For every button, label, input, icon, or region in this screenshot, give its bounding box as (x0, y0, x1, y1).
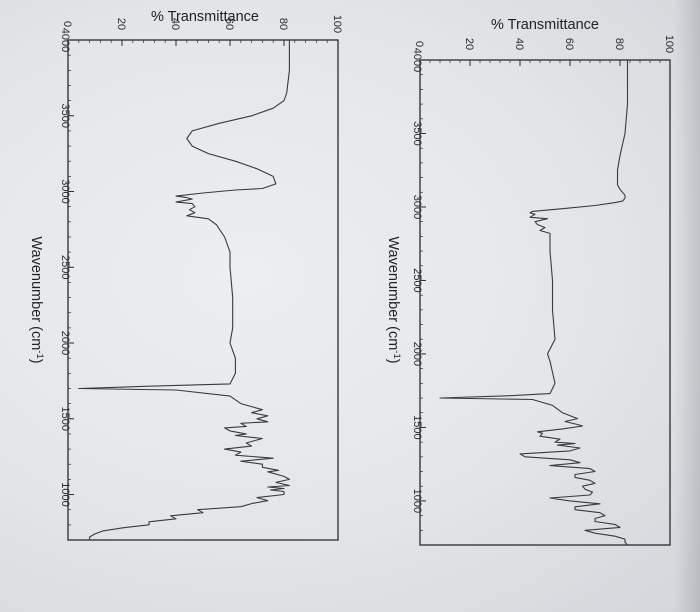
chart-1-series (439, 60, 629, 546)
x-tick-label: 2000 (59, 331, 71, 355)
x-tick-label: 3000 (59, 179, 71, 203)
page-edge-shadow (674, 0, 700, 612)
x-tick-label: 3500 (411, 121, 423, 145)
y-tick-label: 80 (613, 38, 625, 50)
chart-2-series (78, 40, 290, 540)
spectrum-trace (439, 60, 629, 546)
x-tick-label: 1000 (411, 489, 423, 513)
y-tick-label: 0 (413, 41, 425, 47)
y-tick-label: 80 (277, 18, 289, 30)
x-tick-label: 4000 (411, 48, 423, 72)
ir-spectrum-chart-1: 0 20 40 60 80 100 4000 3500 3000 2500 2000 1500 100… (385, 17, 675, 546)
chart-2-y-axis-title: % Transmittance (151, 9, 259, 25)
y-tick-label: 0 (61, 21, 73, 27)
y-tick-label: 60 (223, 18, 235, 30)
chart-1-y-axis-title: % Transmittance (491, 17, 599, 33)
chart-2-y-tick-labels: 0 20 40 60 80 100 (61, 15, 343, 33)
ir-spectrum-chart-2: 0 20 40 60 80 100 4000 3500 3000 2500 2000 1500 100… (28, 9, 343, 541)
y-tick-label: 40 (513, 38, 525, 50)
chart-1-ticks (419, 59, 671, 546)
y-tick-label: 60 (563, 38, 575, 50)
x-tick-label: 2000 (411, 342, 423, 366)
chart-1-y-tick-labels: 0 20 40 60 80 100 (413, 35, 675, 53)
y-tick-label: 20 (115, 18, 127, 30)
chart-2-x-axis-title: Wavenumber (cm-1) (28, 236, 45, 363)
chart-1-plot-frame (419, 59, 671, 546)
chart-2-ticks (67, 39, 339, 541)
spectrum-trace (78, 40, 290, 540)
x-tick-label: 1500 (411, 415, 423, 439)
y-tick-label: 40 (169, 18, 181, 30)
x-tick-label: 2500 (59, 255, 71, 279)
y-tick-label: 100 (663, 35, 675, 53)
x-tick-label: 4000 (59, 28, 71, 52)
x-tick-label: 1500 (59, 407, 71, 431)
chart-2-plot-frame (67, 39, 339, 541)
x-tick-label: 1000 (59, 482, 71, 506)
x-tick-label: 3500 (59, 104, 71, 128)
x-tick-label: 3000 (411, 195, 423, 219)
y-tick-label: 100 (331, 15, 343, 33)
x-tick-label: 2500 (411, 268, 423, 292)
chart-1-x-tick-labels: 4000 3500 3000 2500 2000 1500 1000 (411, 48, 423, 513)
y-tick-label: 20 (463, 38, 475, 50)
chart-2-x-tick-labels: 4000 3500 3000 2500 2000 1500 1000 (59, 28, 71, 507)
chart-1-x-axis-title: Wavenumber (cm-1) (385, 236, 402, 363)
